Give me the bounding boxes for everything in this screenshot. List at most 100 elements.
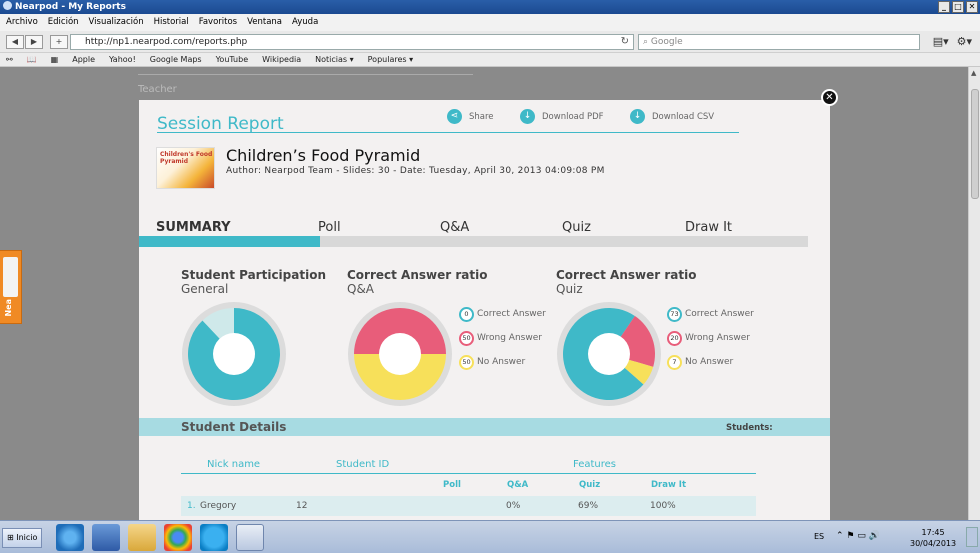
bookmarks-icon[interactable]: 📖 [26, 55, 37, 64]
back-button[interactable]: ◀ [6, 35, 24, 49]
quiz-slice-correct [563, 308, 644, 400]
qa-none-label: No Answer [477, 357, 526, 367]
skype-icon[interactable] [200, 524, 228, 551]
qa-chart-subtitle: Q&A [347, 282, 375, 296]
bookmarks-bar: ⚯ 📖 ▦ Apple Yahoo! Google Maps YouTube W… [0, 53, 980, 67]
scrollbar-thumb[interactable] [971, 89, 979, 199]
menu-edicion[interactable]: Edición [47, 17, 79, 27]
quiz-slice-none [624, 359, 654, 385]
menu-historial[interactable]: Historial [153, 17, 189, 27]
col-features: Features [573, 459, 616, 470]
bookmark-populares[interactable]: Populares ▾ [367, 55, 414, 64]
menu-ventana[interactable]: Ventana [247, 17, 283, 27]
close-window-button[interactable]: ✕ [966, 1, 978, 13]
close-modal-button[interactable]: ✕ [821, 89, 838, 106]
reload-icon[interactable]: ↻ [620, 36, 629, 47]
quiz-correct-count: 73 [667, 306, 682, 322]
qa-legend-correct: 0 Correct Answer [459, 306, 546, 322]
row-qa: 0% [506, 501, 521, 511]
tab-quiz[interactable]: Quiz [562, 220, 591, 235]
download-csv-button[interactable]: ↓ Download CSV [630, 109, 714, 124]
top-sites-icon[interactable]: ▦ [50, 55, 59, 64]
tab-progress-bar [139, 236, 808, 247]
participation-donut-chart [182, 302, 286, 406]
lesson-title: Children’s Food Pyramid [226, 146, 421, 165]
row-student-id: 12 [296, 501, 308, 511]
search-placeholder: Google [650, 37, 683, 47]
tab-qa[interactable]: Q&A [440, 220, 470, 235]
reading-list-icon[interactable]: ⚯ [6, 55, 13, 64]
student-details-title: Student Details [181, 420, 287, 434]
tray-icons[interactable]: ⌃ ⚑ ▭ 🔊 [836, 531, 880, 541]
side-tab-label: Nea [4, 299, 13, 317]
col-nick-name[interactable]: Nick name [207, 459, 261, 470]
col-qa[interactable]: Q&A [507, 480, 529, 490]
language-indicator[interactable]: ES [814, 532, 825, 541]
qa-slice-wrong [354, 308, 446, 354]
quiz-correct-label: Correct Answer [685, 309, 754, 319]
bookmark-google-maps[interactable]: Google Maps [149, 55, 202, 64]
navigation-bar: ◀ ▶ + http://np1.nearpod.com/reports.php… [0, 31, 980, 53]
start-label: Inicio [16, 533, 38, 542]
lesson-meta: Author: Nearpod Team - Slides: 30 - Date… [226, 166, 605, 176]
search-input[interactable]: ⌕ Google [638, 34, 920, 50]
minimize-button[interactable]: _ [938, 1, 950, 13]
bookmark-wikipedia[interactable]: Wikipedia [262, 55, 302, 64]
qa-correct-count: 0 [459, 306, 474, 322]
quiz-legend-wrong: 20 Wrong Answer [667, 330, 754, 346]
qa-legend-none: 50 No Answer [459, 354, 546, 370]
tab-summary[interactable]: SUMMARY [156, 220, 231, 235]
side-tab[interactable]: Nea [0, 250, 22, 324]
quiz-none-label: No Answer [685, 357, 734, 367]
menu-visualizacion[interactable]: Visualización [88, 17, 144, 27]
internet-explorer-icon[interactable] [56, 524, 84, 551]
page-scrollbar[interactable]: ▲ [968, 67, 980, 520]
address-bar[interactable]: http://np1.nearpod.com/reports.php ↻ [70, 34, 634, 50]
page-menu-icon[interactable]: ▤▾ [932, 35, 949, 48]
system-tray: ES ⌃ ⚑ ▭ 🔊 17:45 30/04/2013 [810, 521, 980, 554]
row-index: 1. [187, 501, 196, 511]
clock[interactable]: 17:45 30/04/2013 [910, 527, 956, 549]
side-tab-handle-icon [3, 257, 18, 297]
clock-time: 17:45 [921, 528, 945, 537]
session-report-modal: Session Report ⋖ Share ↓ Download PDF ↓ Dow… [139, 100, 830, 520]
col-student-id[interactable]: Student ID [336, 459, 390, 470]
safari-icon[interactable] [236, 524, 264, 551]
download-pdf-button[interactable]: ↓ Download PDF [520, 109, 604, 124]
maximize-button[interactable]: □ [952, 1, 964, 13]
col-quiz[interactable]: Quiz [579, 480, 601, 490]
chrome-icon[interactable] [164, 524, 192, 551]
tab-poll[interactable]: Poll [318, 220, 341, 235]
qa-chart-title: Correct Answer ratio [347, 268, 488, 282]
menu-ayuda[interactable]: Ayuda [292, 17, 319, 27]
student-details-band [139, 418, 830, 436]
background-divider [138, 67, 473, 75]
page-viewport: Teacher Nea Session Report ⋖ Share ↓ Downl… [0, 67, 968, 520]
bookmark-apple[interactable]: Apple [72, 55, 96, 64]
qa-donut-chart [348, 302, 452, 406]
gear-icon[interactable]: ⚙▾ [956, 35, 972, 48]
media-player-icon[interactable] [92, 524, 120, 551]
quiz-legend-none: 7 No Answer [667, 354, 754, 370]
file-explorer-icon[interactable] [128, 524, 156, 551]
col-draw-it[interactable]: Draw It [651, 480, 687, 490]
tab-draw-it[interactable]: Draw It [685, 220, 733, 235]
share-button[interactable]: ⋖ Share [447, 109, 494, 124]
row-nick-name: Gregory [200, 501, 237, 511]
menu-favoritos[interactable]: Favoritos [198, 17, 238, 27]
qa-slice-none [354, 354, 446, 400]
scroll-up-icon[interactable]: ▲ [971, 69, 977, 77]
quiz-wrong-label: Wrong Answer [685, 333, 750, 343]
table-row[interactable]: 1. Gregory 12 0% 69% 100% [181, 496, 756, 516]
donut-center [588, 333, 630, 375]
add-tab-button[interactable]: + [50, 35, 68, 49]
bookmark-yahoo[interactable]: Yahoo! [109, 55, 136, 64]
bookmark-noticias[interactable]: Noticias ▾ [315, 55, 354, 64]
col-poll[interactable]: Poll [443, 480, 461, 490]
start-button[interactable]: ⊞ Inicio [2, 528, 42, 548]
forward-button[interactable]: ▶ [25, 35, 43, 49]
menu-archivo[interactable]: Archivo [6, 17, 38, 27]
show-desktop-button[interactable] [966, 527, 978, 547]
bookmark-youtube[interactable]: YouTube [215, 55, 249, 64]
download-icon: ↓ [630, 109, 645, 124]
